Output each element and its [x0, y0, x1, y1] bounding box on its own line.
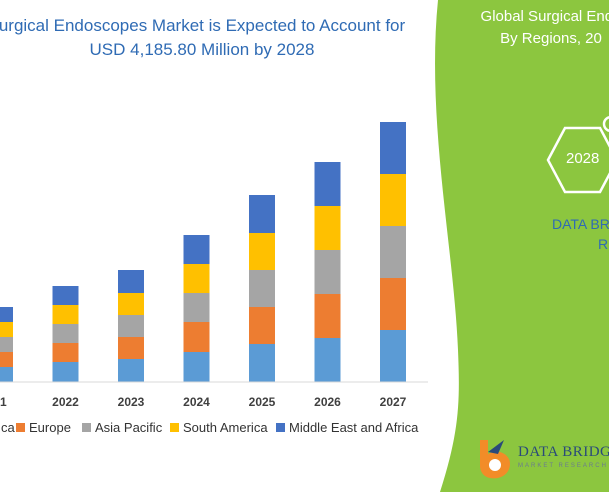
chart-bars: [0, 122, 406, 382]
hexagon-year-label: 2028: [566, 150, 600, 167]
logo-name: DATA BRIDGE: [518, 444, 609, 460]
chart-title: urgical Endoscopes Market is Expected to…: [0, 14, 412, 62]
x-axis-tick-labels: 21 2022 2023 2024 2025 2026 2027: [0, 395, 407, 409]
legend-item-1: Europe: [16, 420, 71, 435]
x-tick-label-2022: 2022: [52, 395, 79, 409]
legend-label-3: South America: [183, 420, 268, 435]
bar-segment-2023-1: [118, 337, 144, 359]
x-tick-label-2023: 2023: [118, 395, 145, 409]
bar-segment-2022-1: [52, 343, 79, 362]
hexagon-badge-dot: [602, 115, 609, 133]
bar-segment-2027-3: [380, 174, 406, 226]
logo-mark-hole-icon: [489, 459, 501, 471]
bar-segment-2023-2: [118, 315, 144, 337]
legend-item-3: South America: [170, 420, 268, 435]
bar-segment-2023-0: [118, 359, 144, 382]
side-panel-background: [435, 0, 609, 492]
bar-segment-21-3: [0, 322, 13, 337]
legend-swatch-2: [82, 423, 91, 432]
stacked-bar-chart: 21 2022 2023 2024 2025 2026 2027: [0, 122, 428, 409]
legend-label-4: Middle East and Africa: [289, 420, 419, 435]
chart-title-line-1: urgical Endoscopes Market is Expected to…: [0, 16, 406, 35]
bar-segment-2023-3: [118, 293, 144, 315]
bar-segment-2023-4: [118, 270, 144, 293]
bar-segment-2026-0: [314, 338, 341, 382]
legend-label-2: Asia Pacific: [95, 420, 163, 435]
logo-mark-accent-icon: [488, 440, 504, 454]
legend-item-0: ca: [0, 420, 15, 435]
bar-segment-2024-1: [183, 322, 210, 352]
x-tick-label-2027: 2027: [380, 395, 407, 409]
side-panel-source: DATA BR R: [552, 214, 609, 254]
bar-segment-2026-4: [314, 162, 341, 206]
x-tick-label-2026: 2026: [314, 395, 341, 409]
bar-segment-2024-0: [183, 352, 210, 382]
data-bridge-logo: [480, 440, 510, 479]
x-tick-label-2024: 2024: [183, 395, 210, 409]
side-panel-source-line-2: R: [598, 236, 609, 252]
bar-segment-2025-3: [249, 233, 275, 270]
bar-segment-2022-2: [52, 324, 79, 343]
bar-segment-2025-1: [249, 307, 275, 344]
bar-segment-2026-1: [314, 294, 341, 338]
bar-segment-2024-4: [183, 235, 210, 264]
green-side-panel: [435, 0, 609, 492]
hexagon-badge: [546, 126, 609, 194]
bar-segment-2026-2: [314, 250, 341, 294]
bar-segment-2027-2: [380, 226, 406, 278]
legend-swatch-4: [276, 423, 285, 432]
x-tick-label-2025: 2025: [249, 395, 276, 409]
bar-segment-21-0: [0, 367, 13, 382]
bar-segment-2022-0: [52, 362, 79, 382]
x-tick-label-21: 21: [0, 395, 7, 409]
chart-title-line-2: USD 4,185.80 Million by 2028: [89, 40, 315, 59]
side-panel-title: Global Surgical Endo By Regions, 20: [466, 6, 609, 50]
bar-segment-2024-2: [183, 293, 210, 322]
bar-segment-2025-0: [249, 344, 275, 382]
legend-swatch-3: [170, 423, 179, 432]
bar-segment-2022-4: [52, 286, 79, 305]
bar-segment-21-4: [0, 307, 13, 322]
side-panel-title-line-1: Global Surgical Endo: [480, 8, 609, 25]
side-panel-source-line-1: DATA BR: [552, 216, 609, 232]
legend-label-0: ca: [1, 420, 15, 435]
bar-segment-2025-4: [249, 195, 275, 233]
bar-segment-2027-1: [380, 278, 406, 330]
legend-label-1: Europe: [29, 420, 71, 435]
bar-segment-2024-3: [183, 264, 210, 293]
legend-item-2: Asia Pacific: [82, 420, 162, 435]
bar-segment-2022-3: [52, 305, 79, 324]
legend-item-4: Middle East and Africa: [276, 420, 418, 435]
bar-segment-2025-2: [249, 270, 275, 307]
bar-segment-21-1: [0, 352, 13, 367]
logo-tagline: MARKET RESEARCH: [518, 463, 608, 469]
side-panel-title-line-2: By Regions, 20: [500, 30, 602, 47]
bar-segment-21-2: [0, 337, 13, 352]
legend-swatch-1: [16, 423, 25, 432]
bar-segment-2026-3: [314, 206, 341, 250]
bar-segment-2027-0: [380, 330, 406, 382]
bar-segment-2027-4: [380, 122, 406, 174]
